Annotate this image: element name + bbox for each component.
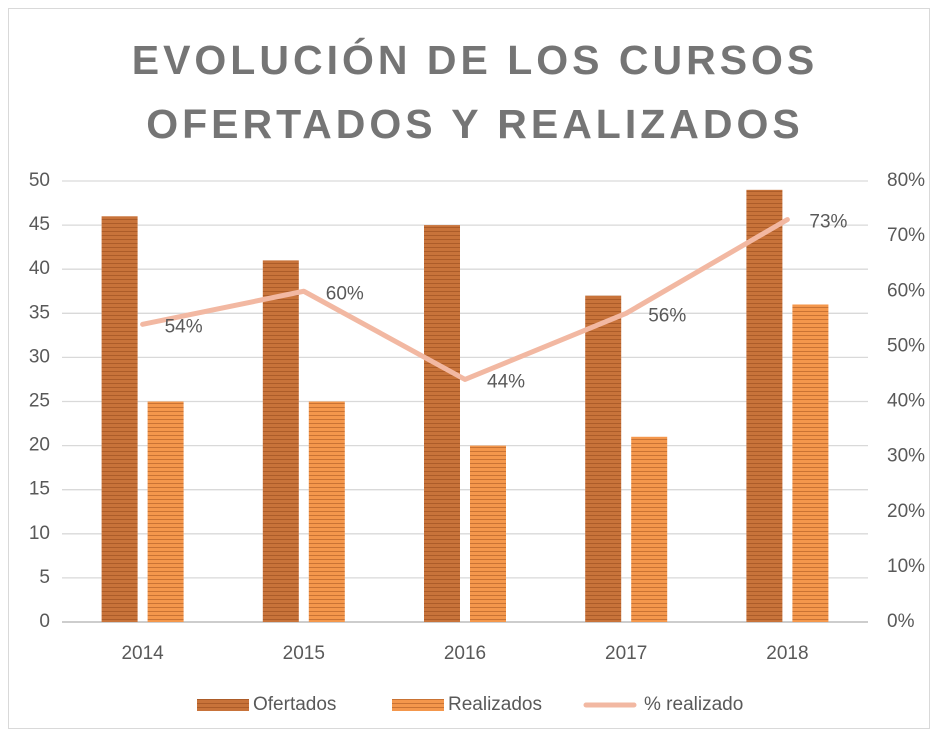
legend-swatch [392,699,444,711]
y2-tick-label: 10% [887,556,925,577]
chart-title: OFERTADOS Y REALIZADOS [146,101,804,147]
bar [792,304,829,622]
x-tick-label: 2015 [283,643,325,664]
legend-swatch [197,699,249,711]
legend-label: Ofertados [253,694,336,715]
y-tick-label: 10 [29,523,50,544]
y-tick-label: 50 [29,170,50,191]
bar [746,189,783,622]
y-tick-label: 0 [39,611,50,632]
data-label: 60% [326,283,364,304]
data-label: 73% [809,212,847,233]
legend-label: % realizado [644,694,743,715]
y-tick-label: 40 [29,258,50,279]
y-tick-label: 20 [29,435,50,456]
line [140,217,790,382]
bar [424,225,460,622]
x-tick-label: 2017 [605,643,647,664]
y2-tick-label: 80% [887,170,925,191]
legend-label: Realizados [448,694,542,715]
bar [631,436,668,622]
bar [147,401,184,622]
y-tick-label: 35 [29,302,50,323]
y2-tick-label: 30% [887,446,925,467]
data-label: 56% [648,305,686,326]
bar [470,445,506,622]
bar [101,216,138,622]
bar [308,401,345,622]
x-tick-label: 2016 [444,643,486,664]
y2-tick-label: 70% [887,225,925,246]
bar [262,260,299,622]
y2-tick-label: 50% [887,335,925,356]
y2-tick-label: 0% [887,611,915,632]
y2-tick-label: 40% [887,391,925,412]
x-tick-label: 2014 [121,643,164,664]
data-label: 54% [165,316,203,337]
data-label: 44% [487,371,525,392]
y-tick-label: 15 [29,479,50,500]
y-tick-label: 45 [29,214,50,235]
y2-tick-label: 60% [887,280,925,301]
bar [585,295,622,622]
y2-tick-label: 20% [887,501,925,522]
x-tick-label: 2018 [766,643,808,664]
y-tick-label: 25 [29,391,50,412]
y-tick-label: 5 [39,567,50,588]
chart-title: EVOLUCIÓN DE LOS CURSOS [132,37,819,83]
y-tick-label: 30 [29,346,50,367]
